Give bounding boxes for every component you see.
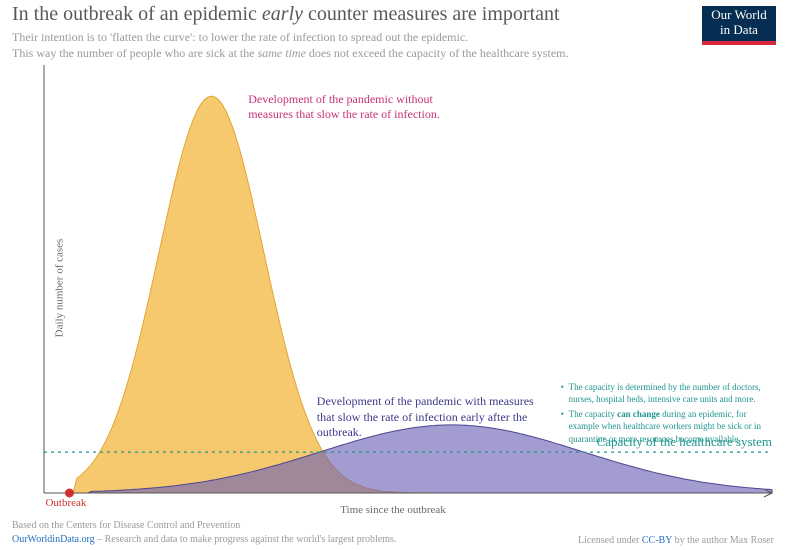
page-title: In the outbreak of an epidemic early cou… [12,2,696,27]
subtitle-line2-em: same time [258,46,306,60]
license-pre: Licensed under [578,535,642,546]
footer-source: Based on the Centers for Disease Control… [12,519,774,533]
footer-site-link[interactable]: OurWorldinData.org [12,534,95,545]
title-post: counter measures are important [303,3,560,25]
annotation-no-measures: Development of the pandemic without meas… [248,92,478,123]
header: In the outbreak of an epidemic early cou… [12,2,696,61]
subtitle-line2-pre: This way the number of people who are si… [12,46,258,60]
logo-text: Our World in Data [702,6,776,41]
logo-accent-bar [702,41,776,45]
subtitle: Their intention is to 'flatten the curve… [12,29,696,61]
license: Licensed under CC-BY by the author Max R… [578,535,774,546]
title-pre: In the outbreak of an epidemic [12,3,262,25]
footer-tagline: – Research and data to make progress aga… [95,534,397,545]
capacity-bullet: The capacity is determined by the number… [561,381,771,405]
y-axis-label: Daily number of cases [53,238,65,337]
subtitle-line1: Their intention is to 'flatten the curve… [12,30,468,44]
outbreak-label: Outbreak [45,497,86,509]
license-post: by the author Max Roser [672,535,774,546]
owid-logo: Our World in Data [702,6,776,45]
subtitle-line2-post: does not exceed the capacity of the heal… [306,46,569,60]
license-link[interactable]: CC-BY [642,535,672,546]
annotation-with-measures: Development of the pandemic with measure… [317,394,542,441]
capacity-label: Capacity of the healthcare system [597,434,772,450]
chart: Daily number of cases Time since the out… [12,65,774,510]
title-em: early [262,3,303,25]
page: In the outbreak of an epidemic early cou… [0,0,786,550]
x-axis-label: Time since the outbreak [340,504,446,516]
